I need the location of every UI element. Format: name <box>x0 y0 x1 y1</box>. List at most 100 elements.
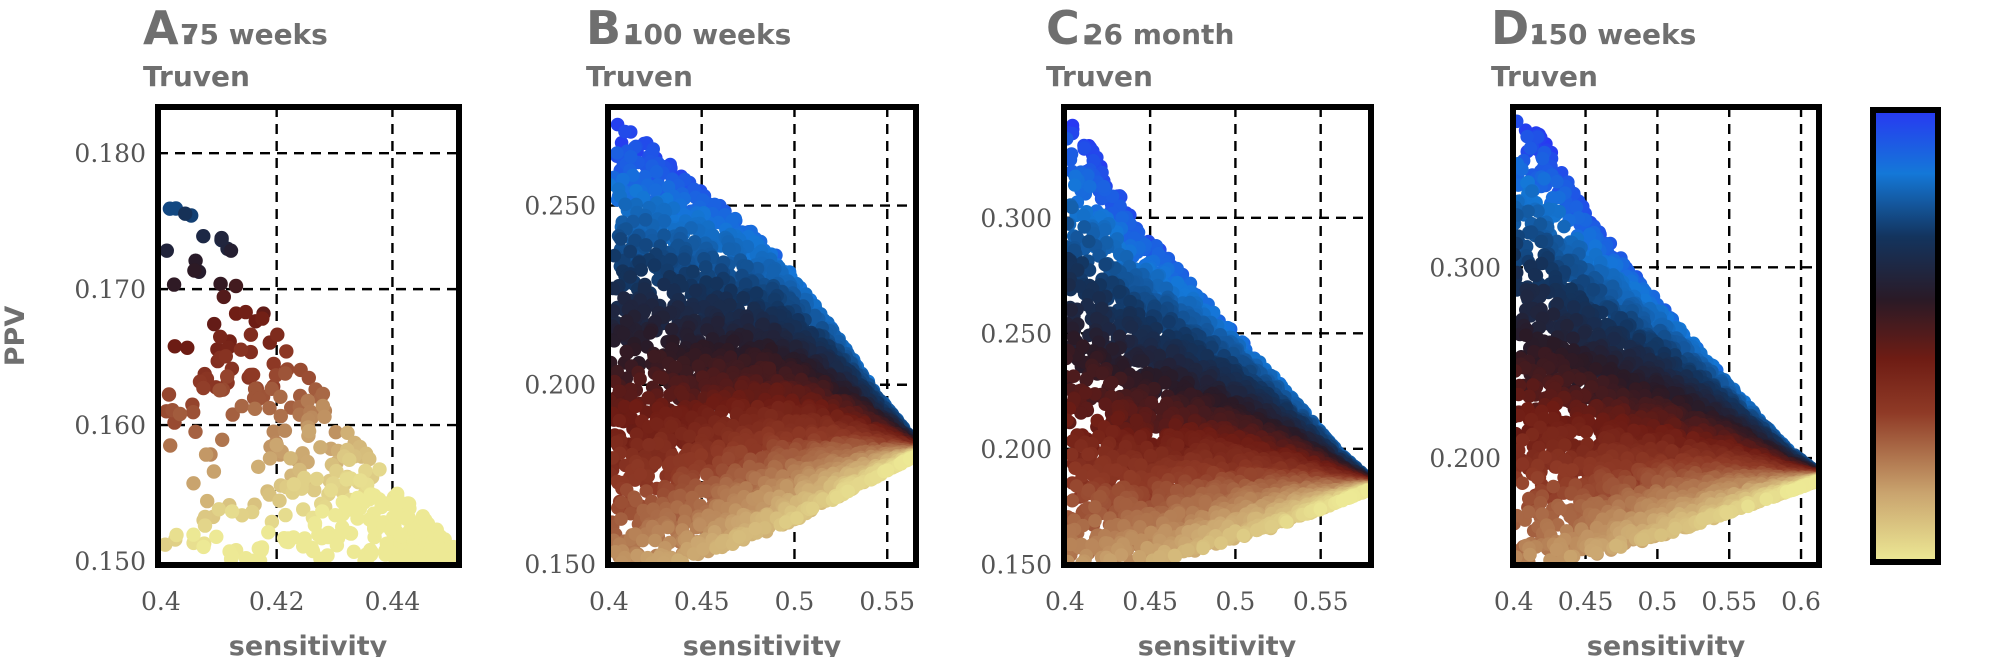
data-point <box>664 252 678 267</box>
data-point <box>186 527 201 542</box>
data-point <box>1083 179 1097 194</box>
data-point <box>676 389 690 403</box>
y-tick-label: 0.150 <box>524 550 596 579</box>
data-point <box>374 499 389 515</box>
panel-c: C. 26 month Truven 0.4 0.45 0.5 0.55 0.1500… <box>980 1 1374 657</box>
data-point <box>678 504 693 518</box>
data-point <box>317 409 332 424</box>
data-point <box>734 379 748 394</box>
data-point <box>225 407 240 422</box>
data-point <box>309 471 324 487</box>
data-point <box>608 334 621 348</box>
data-point <box>710 276 724 291</box>
data-point <box>213 329 228 344</box>
data-point <box>329 538 345 553</box>
data-point <box>639 484 654 498</box>
data-point <box>243 327 259 342</box>
data-point <box>742 459 757 474</box>
data-point <box>779 515 793 529</box>
data-point <box>641 391 655 405</box>
data-point <box>215 432 230 447</box>
data-point <box>163 438 178 453</box>
data-point <box>684 221 698 235</box>
data-point <box>614 512 628 526</box>
data-point <box>390 494 406 510</box>
data-point <box>220 369 235 384</box>
y-tick-label: 0.250 <box>524 192 596 221</box>
data-point <box>339 472 354 487</box>
x-tick-label: 0.55 <box>859 587 915 616</box>
data-point <box>635 533 650 548</box>
data-point <box>648 183 663 197</box>
data-point <box>323 483 339 498</box>
y-tick-label: 0.150 <box>74 547 146 576</box>
data-point <box>233 342 249 357</box>
data-point <box>251 459 266 474</box>
data-point <box>278 366 293 381</box>
data-point <box>266 424 281 439</box>
data-point <box>649 165 664 179</box>
data-point <box>696 542 710 556</box>
data-point <box>618 124 632 139</box>
data-point <box>212 383 227 398</box>
data-point <box>732 530 746 544</box>
data-point <box>756 317 770 332</box>
data-point <box>1170 275 1185 290</box>
data-point <box>722 242 736 256</box>
data-point <box>657 214 672 228</box>
data-point <box>630 437 644 452</box>
data-point <box>420 516 436 531</box>
y-axis-label: PPV <box>0 306 31 367</box>
data-point <box>213 276 228 292</box>
data-point <box>612 384 627 398</box>
data-point <box>224 549 240 564</box>
data-point <box>425 548 440 563</box>
data-point <box>617 399 632 414</box>
data-point <box>1064 152 1078 167</box>
data-point <box>721 451 736 466</box>
data-point <box>270 327 285 342</box>
data-point <box>393 529 409 544</box>
data-point <box>313 551 328 565</box>
data-point <box>1076 208 1091 223</box>
data-point <box>172 406 188 422</box>
data-point <box>677 252 692 266</box>
scatter-points <box>608 117 916 565</box>
data-point <box>328 508 343 523</box>
data-point <box>739 329 754 344</box>
data-point <box>238 304 253 320</box>
data-point <box>1065 200 1079 215</box>
data-point <box>668 360 683 375</box>
data-point <box>629 494 643 508</box>
data-point <box>683 451 698 466</box>
data-point <box>262 400 277 416</box>
data-point <box>161 387 177 402</box>
data-point <box>749 286 764 300</box>
data-point <box>342 452 357 467</box>
data-point <box>364 545 379 560</box>
data-point <box>829 490 844 505</box>
data-point <box>643 326 657 340</box>
data-point <box>1098 223 1112 237</box>
data-point <box>353 473 368 488</box>
data-point <box>691 359 706 373</box>
data-point <box>705 396 720 410</box>
data-point <box>218 349 233 364</box>
data-point <box>350 511 365 526</box>
data-point <box>1097 179 1111 194</box>
data-point <box>296 502 311 517</box>
data-point <box>723 298 737 312</box>
data-point <box>307 482 322 498</box>
panel-subtitle: Truven <box>143 60 250 93</box>
data-point <box>616 326 631 341</box>
x-tick-labels: 0.4 0.45 0.5 0.55 <box>589 587 915 616</box>
y-tick-label: 0.170 <box>74 275 146 304</box>
data-point <box>633 372 647 386</box>
data-point <box>207 316 222 332</box>
data-point <box>669 405 683 420</box>
data-point <box>628 399 643 414</box>
data-point <box>196 539 211 555</box>
data-point <box>178 206 193 221</box>
x-tick-label: 0.42 <box>249 587 305 616</box>
